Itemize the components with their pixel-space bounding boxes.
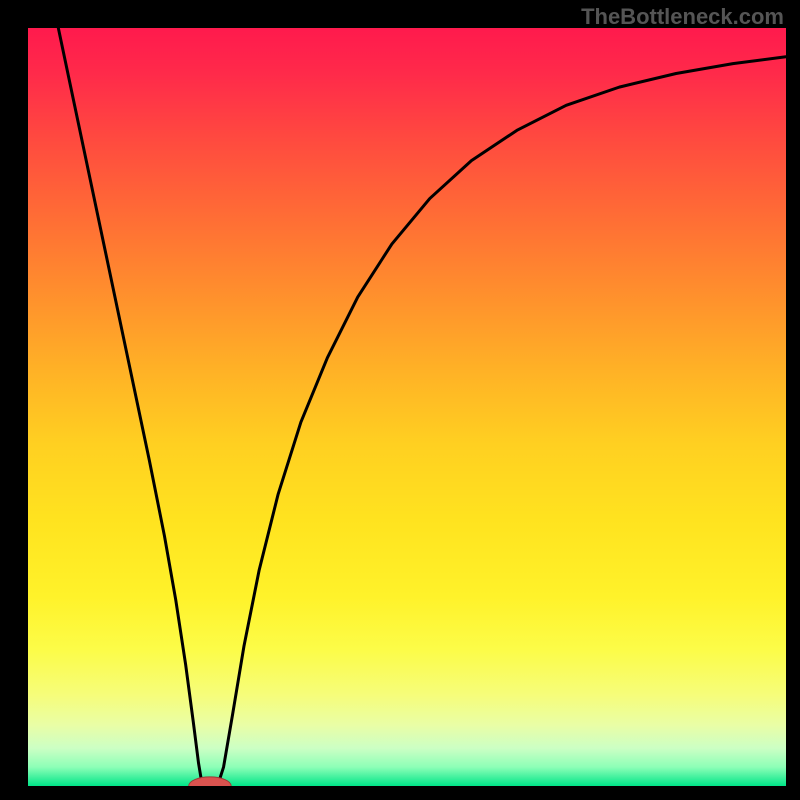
watermark-text: TheBottleneck.com (581, 4, 784, 30)
gradient-background (28, 28, 786, 786)
chart-svg (28, 28, 786, 786)
plot-area (28, 28, 786, 786)
chart-container: TheBottleneck.com (0, 0, 800, 800)
